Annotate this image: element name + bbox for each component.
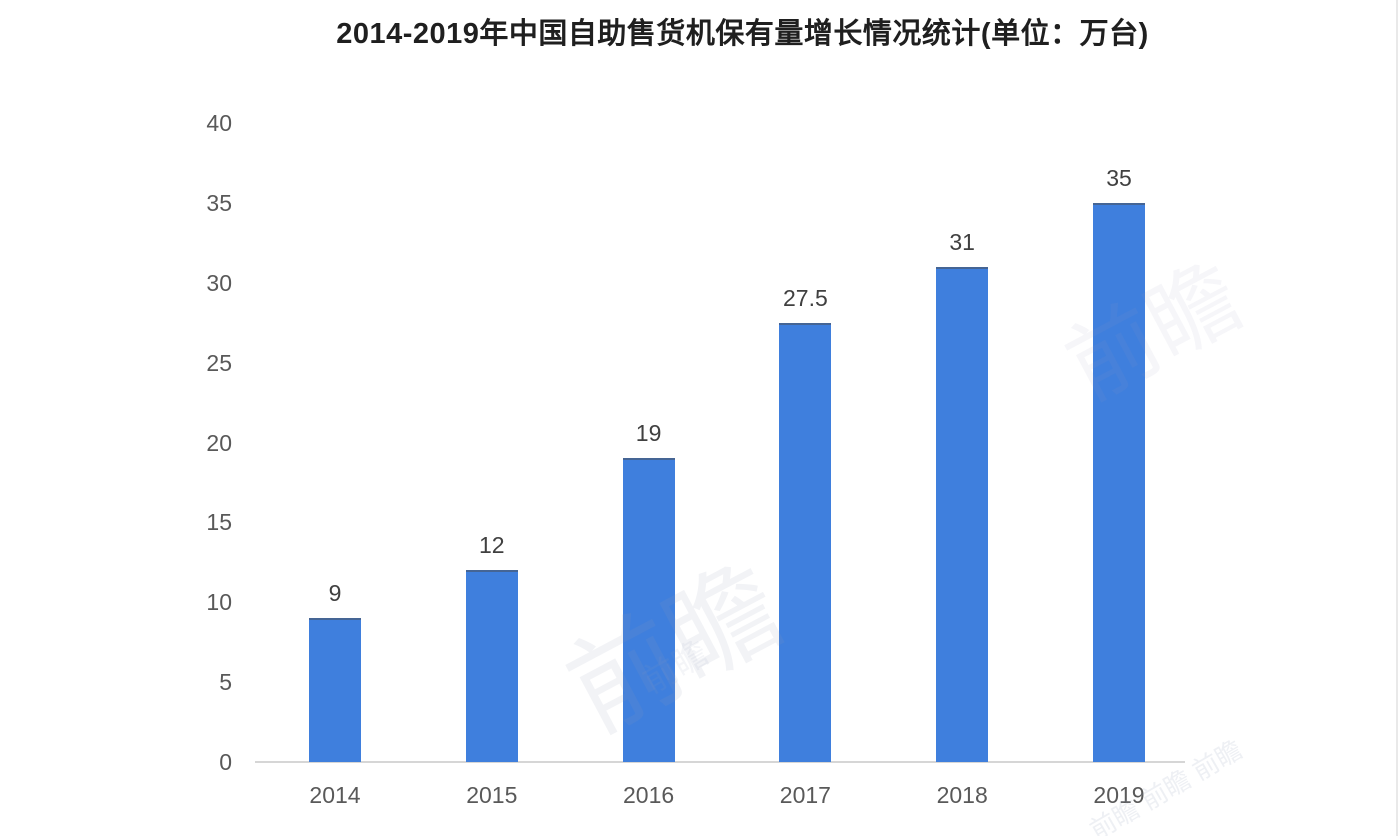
x-tick-label: 2014 [309,782,361,808]
bar-2015 [465,570,518,762]
bar-value-label: 12 [479,532,505,559]
bar-value-label: 9 [328,580,342,607]
chart-title: 2014-2019年中国自助售货机保有量增长情况统计(单位：万台) [336,18,1149,50]
bar-2014 [309,618,361,762]
x-tick-label: 2016 [623,782,675,808]
bar-value-label: 27.5 [783,284,828,311]
bar-2017 [779,322,832,762]
y-tick-label: 40 [206,110,232,136]
x-tick-label: 2015 [466,782,518,808]
bar-value-label: 35 [1106,164,1132,191]
y-tick-label: 20 [206,429,232,456]
y-tick-label: 10 [206,589,232,616]
bar-value-label: 19 [635,420,662,447]
watermark: 前瞻 [1051,246,1258,420]
y-tick-label: 5 [219,669,232,696]
image-right-border [1396,0,1398,836]
x-axis-line [255,761,1185,763]
y-tick-label: 0 [219,749,232,775]
x-tick-label: 2018 [936,782,988,808]
bar-value-label: 31 [949,228,975,255]
x-tick-label: 2019 [1093,782,1145,808]
bar-2019 [1093,202,1145,762]
y-tick-label: 35 [206,189,232,216]
y-tick-label: 30 [206,269,232,296]
x-tick-label: 2017 [779,782,831,808]
y-tick-label: 25 [206,349,232,376]
bar-2016 [622,458,675,762]
y-tick-label: 15 [206,509,232,536]
bar-2018 [936,266,989,762]
